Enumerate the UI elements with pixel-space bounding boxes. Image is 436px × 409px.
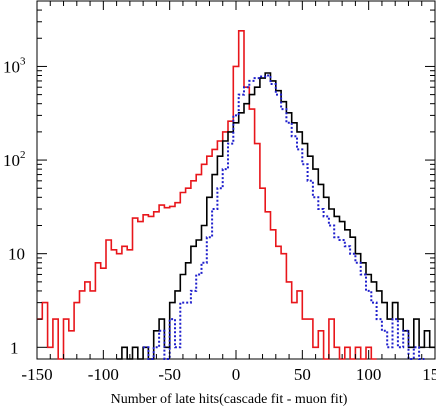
axis-layer: -150 -100 -50 0 50 100 150 1 10 102 103: [3, 0, 436, 384]
x-tick-label: -150: [21, 365, 52, 384]
y-tick-exponent: 3: [20, 55, 26, 67]
x-tick-label: 100: [356, 365, 382, 384]
x-tick-label: 50: [294, 365, 311, 384]
x-tick-label: 0: [232, 365, 241, 384]
series-line-2: [116, 72, 435, 360]
y-tick-label: 102: [3, 149, 26, 170]
x-axis-title: Number of late hits(cascade fit - muon f…: [111, 392, 348, 407]
series-line-1: [37, 30, 377, 360]
y-tick-label: 10: [8, 245, 25, 264]
series-line-3: [143, 74, 425, 360]
y-tick-exponent: 2: [20, 149, 26, 161]
x-tick-label: 150: [422, 365, 436, 384]
plot-frame: [36, 0, 436, 360]
y-tick-label: 1: [10, 338, 19, 357]
x-tick-label: -100: [88, 365, 119, 384]
series-layer: [37, 30, 435, 360]
y-tick-label: 103: [3, 55, 26, 76]
x-tick-label: -50: [158, 365, 181, 384]
